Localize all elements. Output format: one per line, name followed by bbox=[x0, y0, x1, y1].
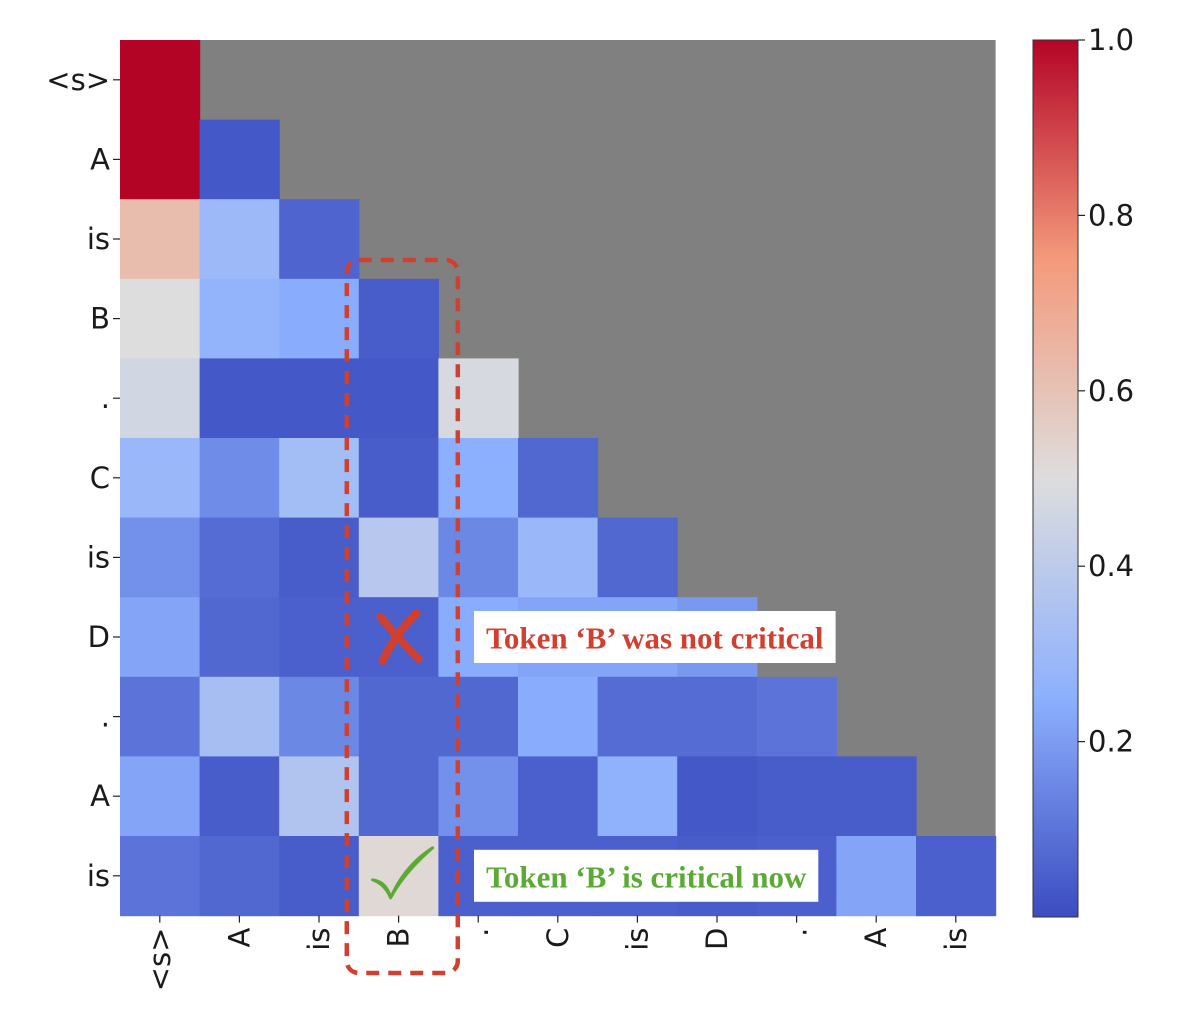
heatmap-cell-5-3 bbox=[358, 438, 439, 519]
colorbar-bar bbox=[1032, 39, 1079, 918]
heatmap-cell-6-1 bbox=[199, 517, 280, 598]
heatmap-cell-10-9 bbox=[836, 836, 917, 917]
heatmap-cell-3-0 bbox=[120, 278, 201, 359]
annotation-layer: Token ‘B’ was not critical Token ‘B’ is c… bbox=[371, 609, 836, 902]
heatmap-cell-2-0 bbox=[120, 199, 201, 280]
heatmap-cell-6-0 bbox=[120, 517, 201, 598]
x-tick-label-7: D bbox=[700, 928, 734, 950]
highlight-column-box bbox=[344, 257, 461, 976]
y-tick-label-8: . bbox=[101, 700, 110, 734]
annotation-label-box-0 bbox=[474, 611, 836, 663]
x-tick-label-1: A bbox=[222, 927, 256, 947]
cross-icon bbox=[376, 609, 423, 665]
heatmap-cell-10-3 bbox=[358, 836, 439, 917]
x-tick-label-5: C bbox=[541, 928, 575, 948]
heatmap-cell-7-0 bbox=[120, 597, 201, 678]
heatmap-cell-5-4 bbox=[438, 438, 519, 519]
heatmap-cell-6-3 bbox=[358, 517, 439, 598]
colorbar-tick-label-4: 0.2 bbox=[1088, 725, 1134, 759]
heatmap-cell-9-7 bbox=[677, 756, 758, 837]
heatmap-cell-9-3 bbox=[358, 756, 439, 837]
heatmap-cell-4-1 bbox=[199, 358, 280, 439]
heatmap-cell-4-4 bbox=[438, 358, 519, 439]
heatmap-cell-4-3 bbox=[358, 358, 439, 439]
heatmap-cell-7-1 bbox=[199, 597, 280, 678]
heatmap-cell-8-1 bbox=[199, 676, 280, 757]
colorbar-tick-label-2: 0.6 bbox=[1088, 374, 1134, 408]
colorbar-tick-label-1: 0.8 bbox=[1088, 198, 1134, 232]
heatmap-cell-8-3 bbox=[358, 676, 439, 757]
heatmap-cell-1-0 bbox=[120, 119, 201, 200]
heatmap-cell-9-6 bbox=[597, 756, 678, 837]
heatmap-cell-9-1 bbox=[199, 756, 280, 837]
annotation-label-0: Token ‘B’ was not critical bbox=[486, 621, 824, 656]
heatmap-cell-2-1 bbox=[199, 199, 280, 280]
annotation-label-box-1 bbox=[474, 849, 819, 902]
heatmap-cell-6-5 bbox=[518, 517, 599, 598]
heatmap-cell-6-6 bbox=[597, 517, 678, 598]
heatmap-cell-8-0 bbox=[120, 676, 201, 757]
y-tick-label-6: is bbox=[87, 540, 110, 574]
x-tick-label-4: . bbox=[461, 928, 495, 937]
y-tick-label-3: B bbox=[90, 302, 110, 336]
heatmap-cell-4-0 bbox=[120, 358, 201, 439]
colorbar-tick-label-0: 1.0 bbox=[1088, 23, 1134, 57]
heatmap-cell-8-8 bbox=[756, 676, 837, 757]
x-tick-label-0: <s> bbox=[143, 928, 177, 992]
heatmap-cell-1-1 bbox=[199, 119, 280, 200]
heatmap-cell-9-0 bbox=[120, 756, 201, 837]
heatmap-cell-5-5 bbox=[518, 438, 599, 519]
heatmap-cell-8-6 bbox=[597, 676, 678, 757]
colorbar: 1.0 0.8 0.6 0.4 0.2 bbox=[1032, 23, 1134, 918]
x-tick-label-6: is bbox=[620, 928, 654, 951]
heatmap-cell-6-4 bbox=[438, 517, 519, 598]
heatmap-cell-9-9 bbox=[836, 756, 917, 837]
heatmap-cell-5-0 bbox=[120, 438, 201, 519]
heatmap-cell-9-8 bbox=[756, 756, 837, 837]
heatmap-cell-8-4 bbox=[438, 676, 519, 757]
y-tick-label-1: A bbox=[90, 142, 110, 176]
y-tick-label-9: A bbox=[90, 779, 110, 813]
x-tick-label-2: is bbox=[302, 928, 336, 951]
heatmap-cell-8-5 bbox=[518, 676, 599, 757]
x-tick-label-3: B bbox=[382, 928, 416, 948]
y-tick-label-10: is bbox=[87, 859, 110, 893]
y-tick-label-7: D bbox=[88, 620, 110, 654]
annotation-label-1: Token ‘B’ is critical now bbox=[486, 859, 807, 894]
heatmap-cell-0-0 bbox=[120, 40, 201, 121]
heatmap-cell-9-5 bbox=[518, 756, 599, 837]
heatmap-cell-10-1 bbox=[199, 836, 280, 917]
highlight-layer bbox=[344, 257, 461, 976]
heatmap-cell-10-10 bbox=[916, 836, 997, 917]
heatmap-cell-8-7 bbox=[677, 676, 758, 757]
heatmap-cells bbox=[120, 40, 997, 917]
y-axis-tick-labels: <s> Ais B. Cis D. Ais bbox=[46, 63, 120, 893]
checkmark-icon bbox=[371, 846, 435, 900]
x-tick-label-9: A bbox=[859, 927, 893, 947]
y-tick-label-2: is bbox=[87, 222, 110, 256]
heatmap-cell-3-1 bbox=[199, 278, 280, 359]
y-tick-label-5: C bbox=[90, 461, 110, 495]
y-tick-label-0: <s> bbox=[46, 63, 110, 97]
heatmap-cell-5-1 bbox=[199, 438, 280, 519]
colorbar-tick-label-3: 0.4 bbox=[1088, 549, 1134, 583]
heatmap-cell-10-0 bbox=[120, 836, 201, 917]
x-tick-label-8: . bbox=[780, 928, 814, 937]
heatmap-cell-3-3 bbox=[358, 278, 439, 359]
heatmap-cell-9-4 bbox=[438, 756, 519, 837]
y-tick-label-4: . bbox=[101, 381, 110, 415]
x-tick-label-10: is bbox=[939, 928, 973, 951]
